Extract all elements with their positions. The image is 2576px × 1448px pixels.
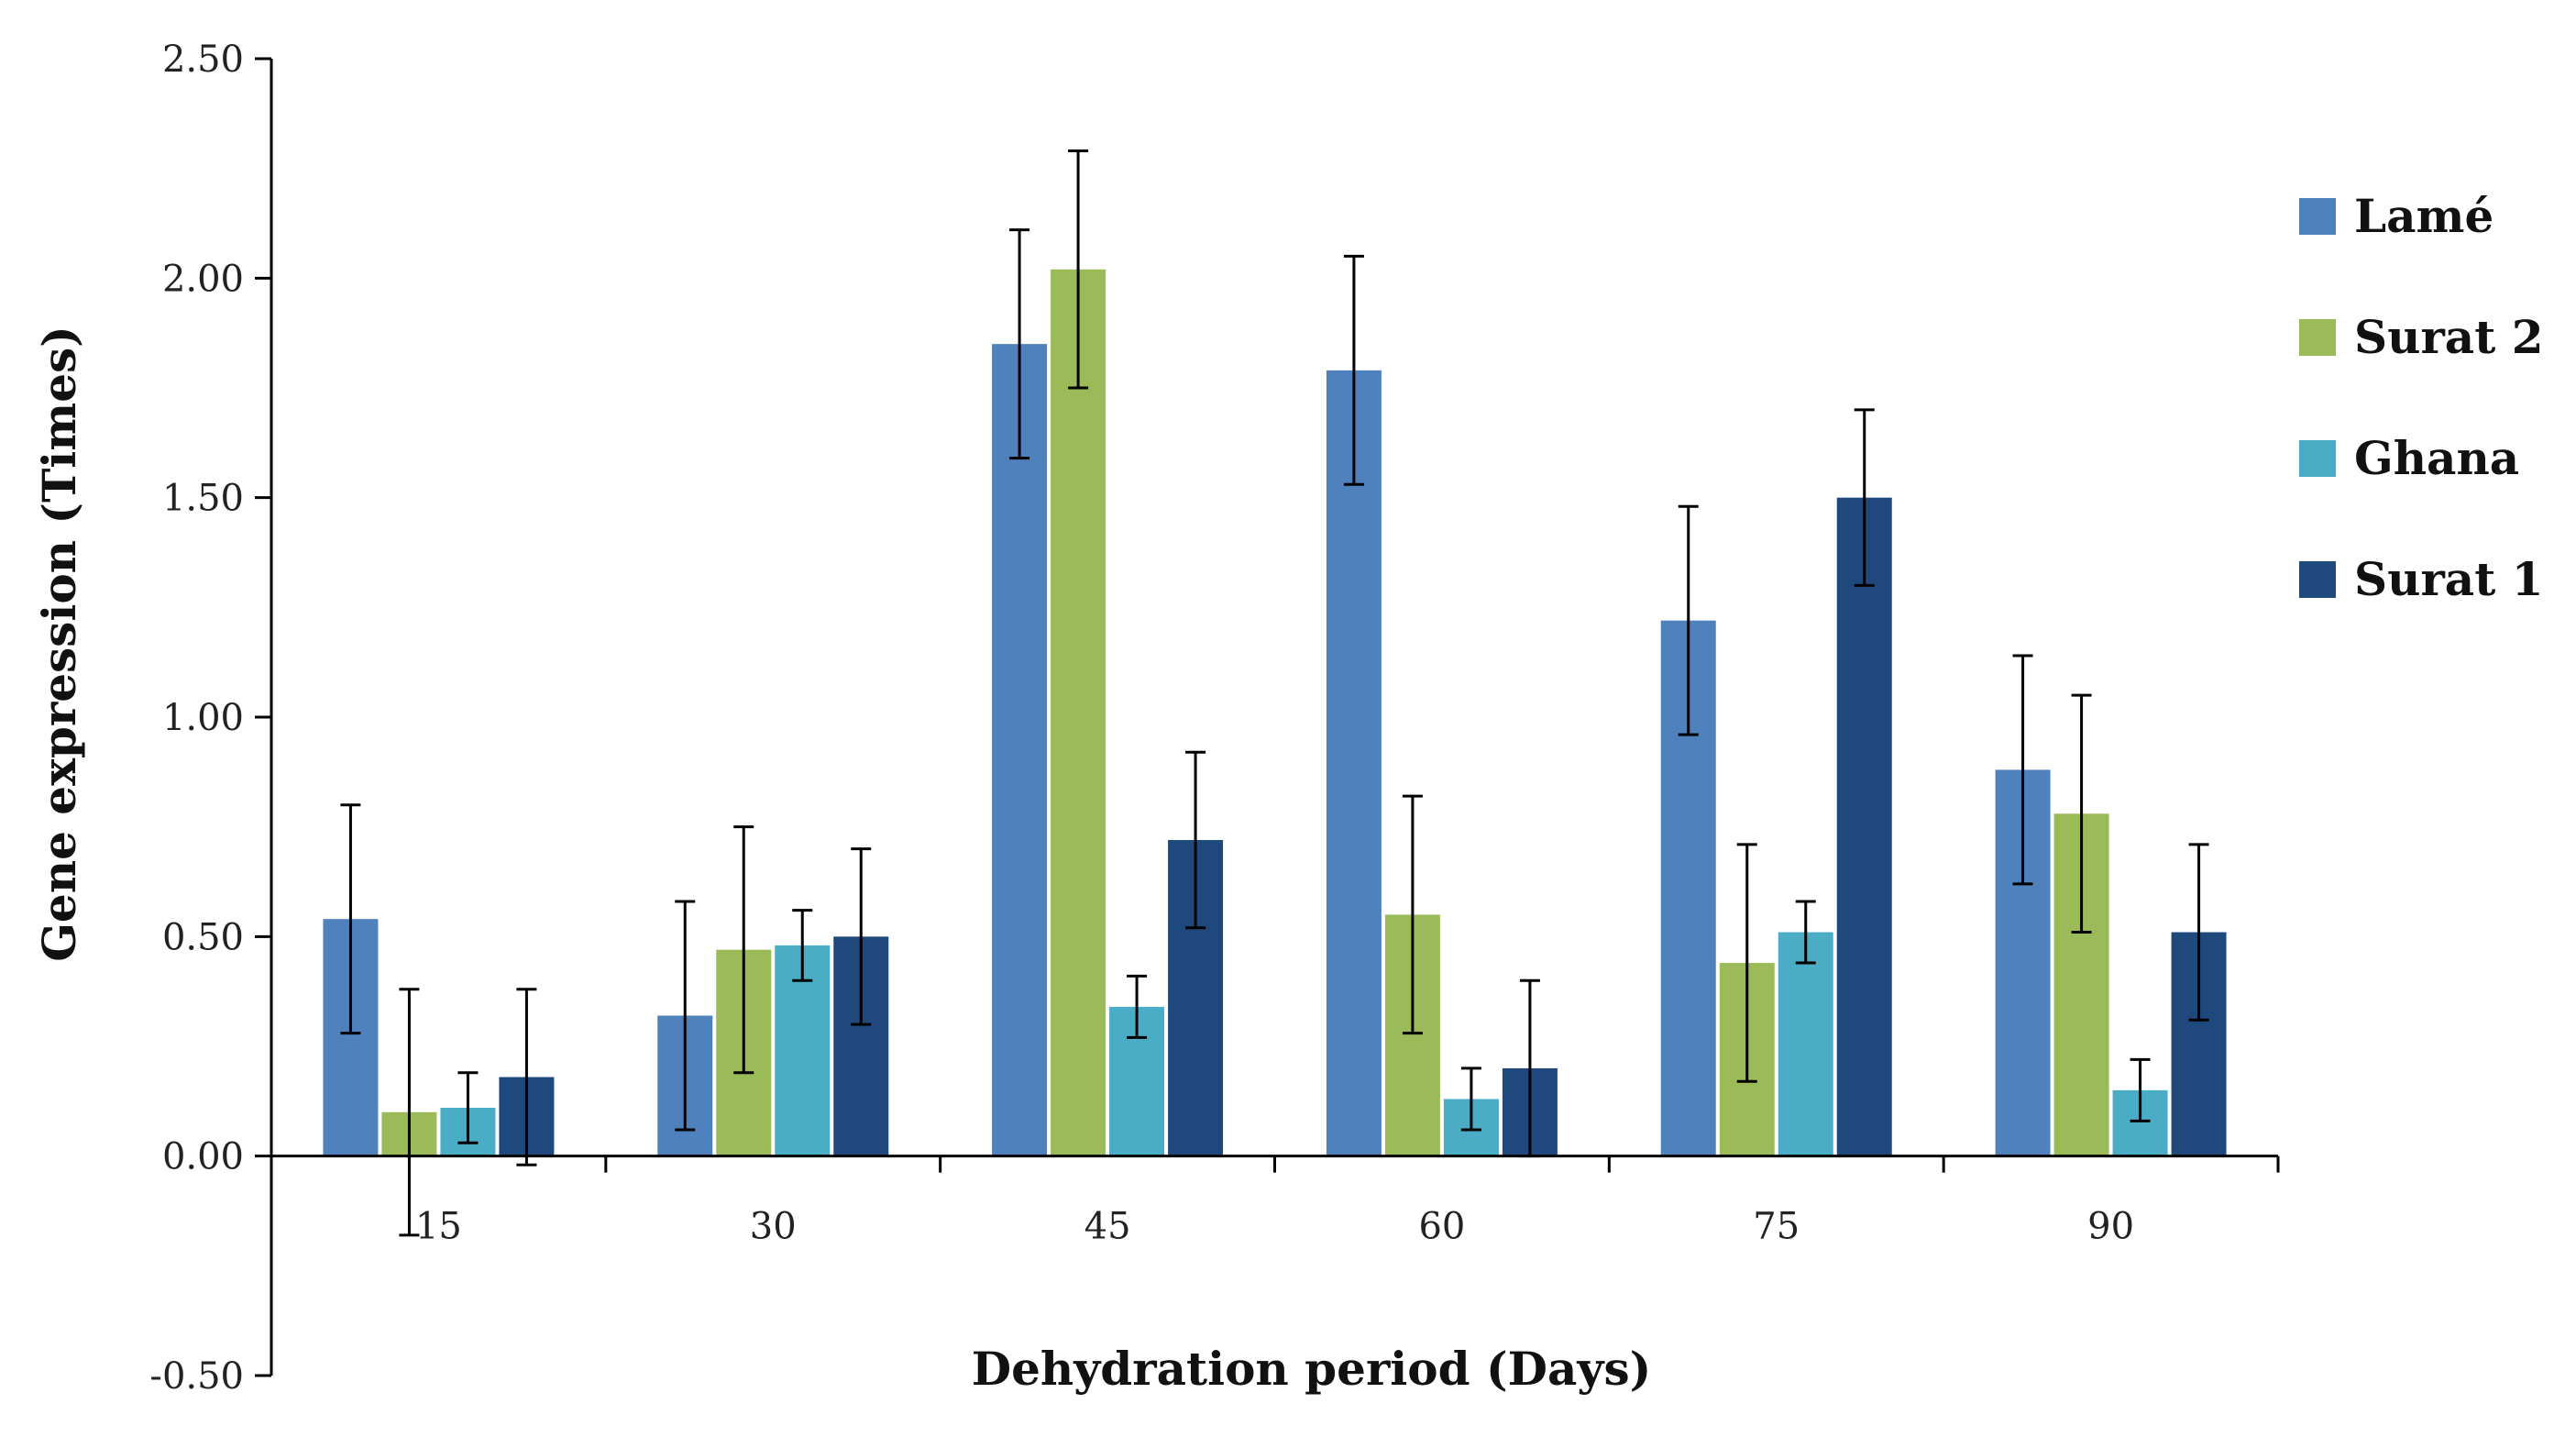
legend-swatch-ghana	[2299, 440, 2336, 477]
legend: Lamé Surat 2 Ghana Surat 1	[2299, 189, 2544, 606]
bar-surat-2	[1051, 269, 1106, 1156]
x-tick-label: 15	[415, 1206, 462, 1248]
y-tick-label: 1.50	[162, 478, 244, 520]
x-tick-label: 75	[1753, 1206, 1800, 1248]
legend-swatch-lam-	[2299, 198, 2336, 235]
y-axis-ticks: -0.50 0.00 0.50 1.00 1.50 2.00 2.50	[149, 39, 271, 1398]
y-tick-label: 2.50	[162, 39, 244, 81]
y-tick-label: 0.50	[162, 916, 244, 958]
bar-ghana	[1778, 932, 1833, 1156]
error-bars-group	[340, 149, 2209, 1237]
bars-group	[323, 269, 2227, 1156]
x-tick-label: 60	[1418, 1206, 1465, 1248]
legend-swatch-surat-1	[2299, 561, 2336, 598]
x-tick-label: 30	[750, 1206, 797, 1248]
y-tick-label: 2.00	[162, 258, 244, 300]
bar-lam-	[992, 344, 1048, 1156]
legend-label: Ghana	[2354, 431, 2519, 485]
y-tick-label: -0.50	[149, 1355, 244, 1398]
y-tick-label: 1.00	[162, 697, 244, 739]
x-tick-label: 45	[1084, 1206, 1131, 1248]
bar-lam-	[1326, 370, 1382, 1156]
y-axis-title: Gene expression (Times)	[32, 326, 86, 962]
y-tick-label: 0.00	[162, 1136, 244, 1178]
legend-label: Surat 1	[2354, 552, 2544, 606]
x-axis-ticks: 15 30 45 60 75 90	[415, 1155, 2280, 1248]
bar-surat-1	[1836, 497, 1892, 1156]
legend-label: Lamé	[2354, 189, 2493, 243]
legend-label: Surat 2	[2354, 310, 2544, 364]
x-tick-label: 90	[2087, 1206, 2134, 1248]
x-axis-title: Dehydration period (Days)	[972, 1342, 1652, 1396]
legend-swatch-surat-2	[2299, 319, 2336, 356]
